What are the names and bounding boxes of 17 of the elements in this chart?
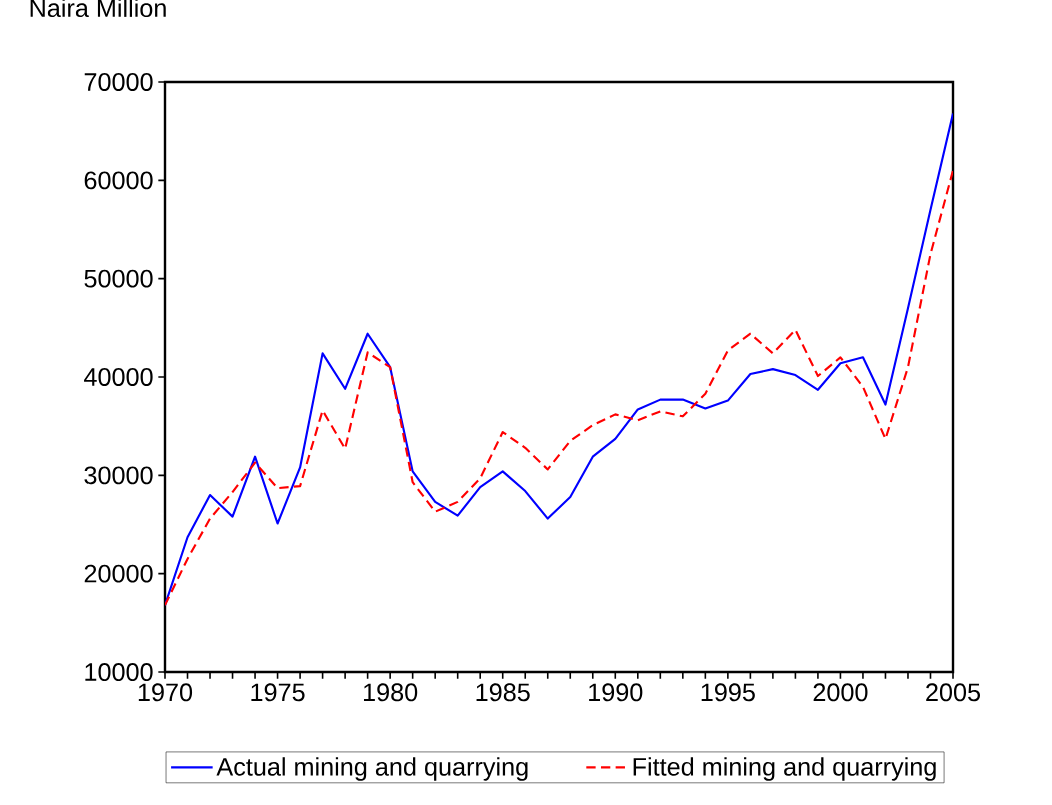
x-tick-label: 1985	[476, 683, 530, 702]
y-tick-label: 50000	[84, 269, 153, 288]
x-tick-label: 1990	[589, 683, 643, 702]
x-tick-label: 2005	[926, 683, 981, 702]
x-tick-label: 1995	[701, 683, 755, 702]
y-tick-label: 40000	[84, 368, 153, 386]
y-tick-label: 60000	[84, 171, 153, 190]
y-tick-label: 30000	[84, 466, 153, 485]
x-tick-label: 1975	[251, 683, 305, 702]
y-tick-label: 10000	[85, 663, 153, 681]
x-tick-label: 1980	[363, 683, 418, 702]
legend-label: Fitted mining and quarrying	[633, 757, 936, 781]
x-tick-label: 2000	[813, 683, 868, 702]
y-tick-label: 70000	[84, 73, 153, 91]
x-tick-label: 1970	[138, 683, 193, 702]
legend-label: Actual mining and quarrying	[216, 757, 528, 781]
y-tick-label: 20000	[84, 564, 153, 583]
